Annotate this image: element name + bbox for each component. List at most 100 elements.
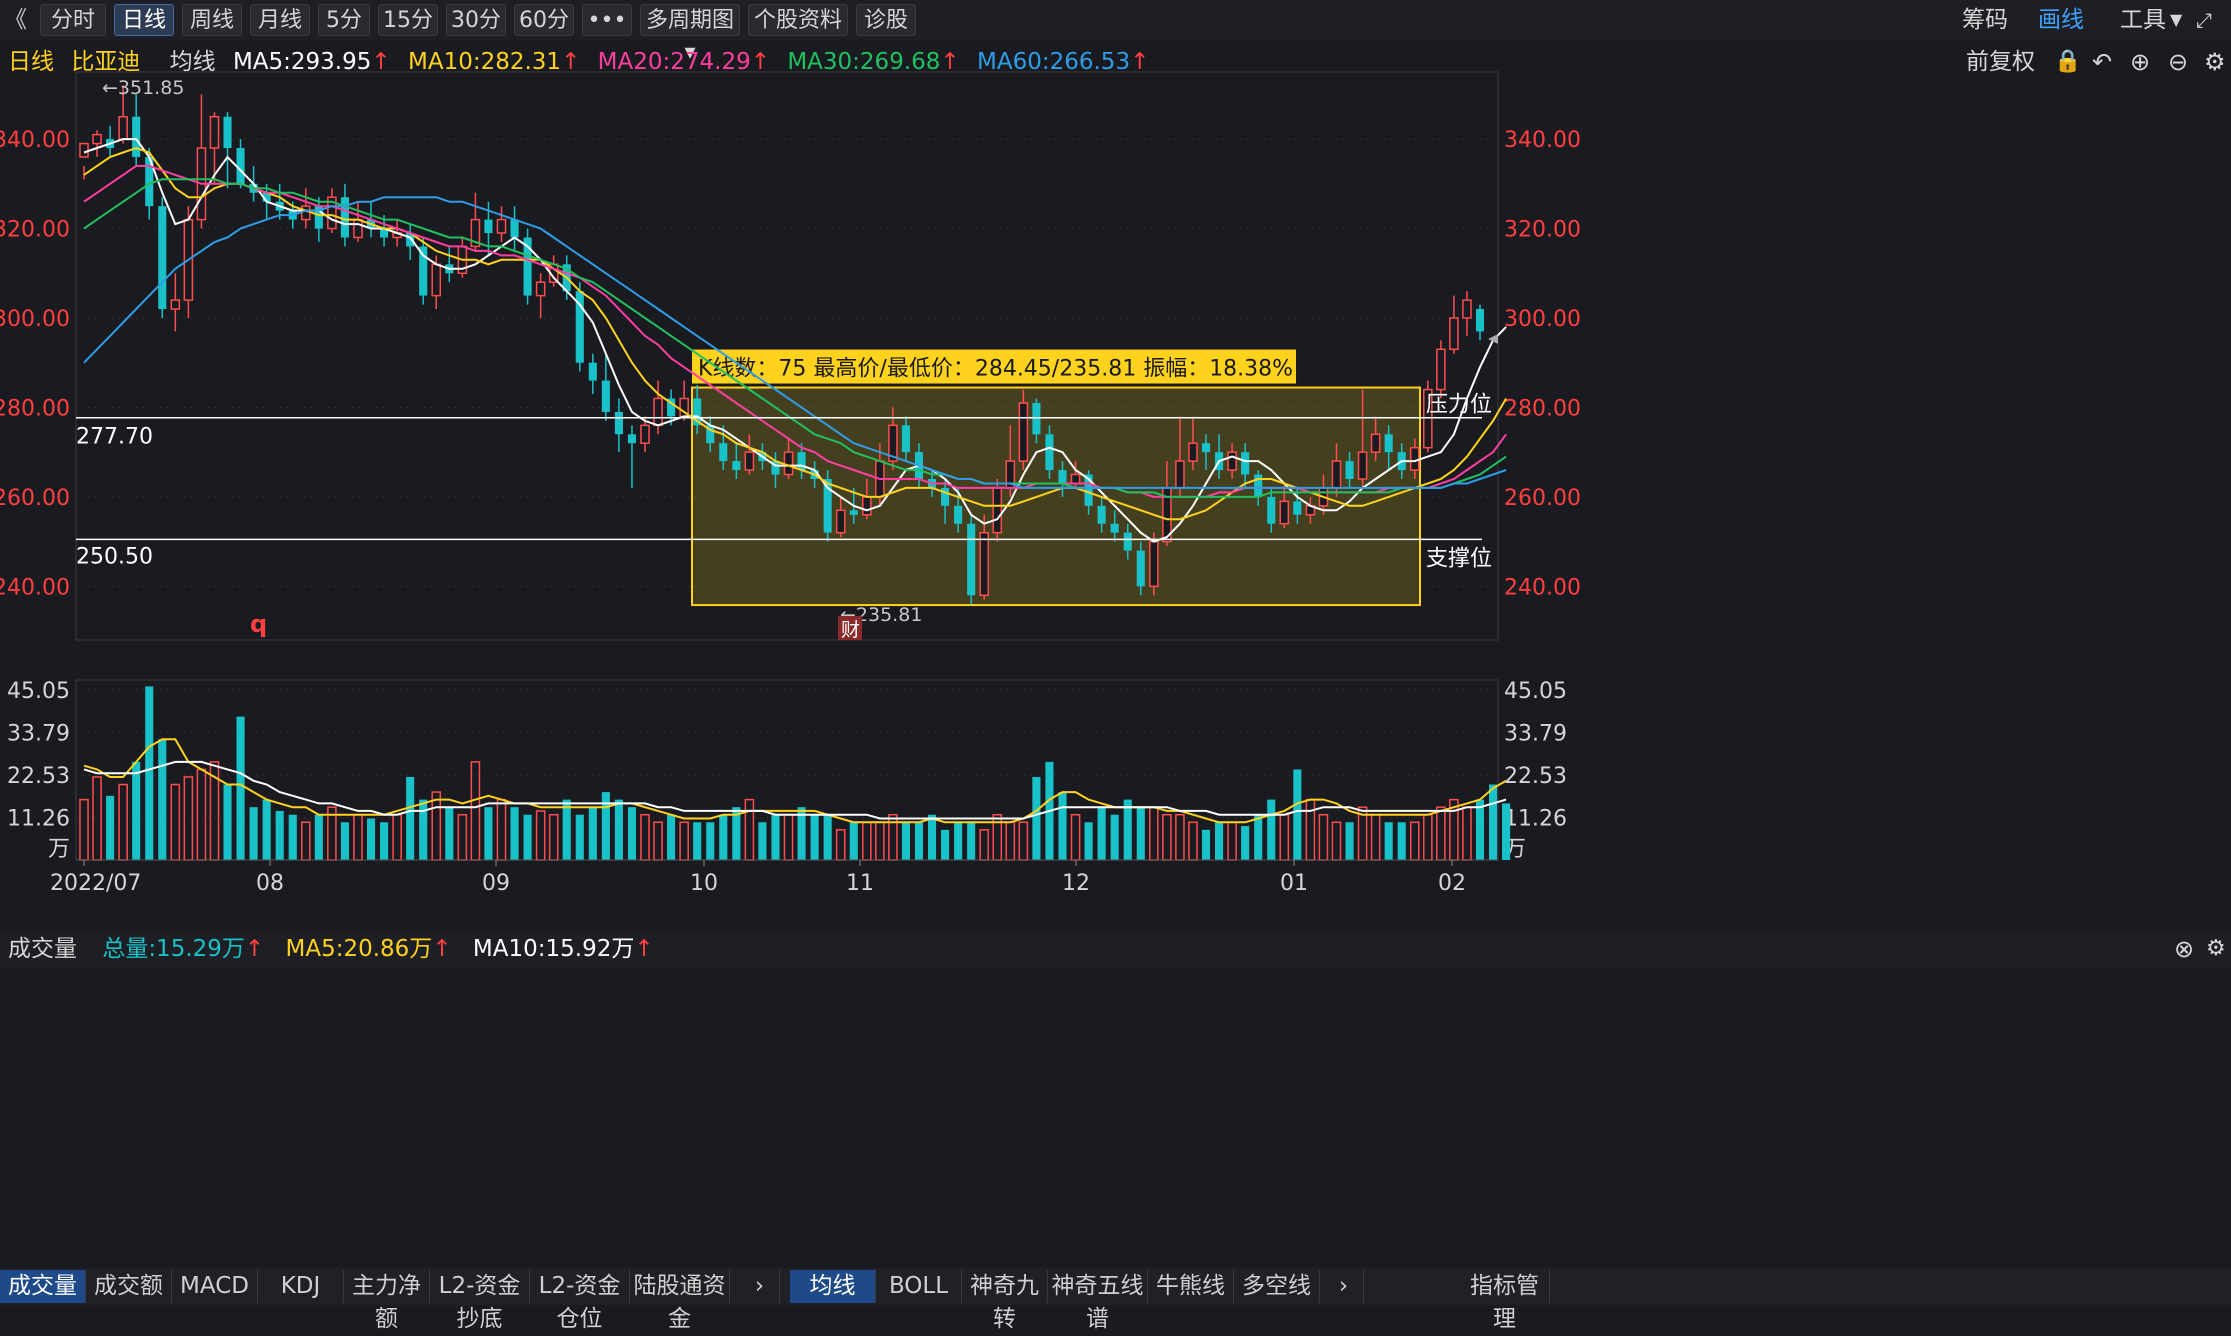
ma-label[interactable]: 均线 [169,49,216,75]
volume-bar-down [275,810,284,860]
candle-body-down [1475,309,1485,332]
volume-bars [79,686,1511,861]
volume-bar-up [1018,821,1029,861]
indicator-tab-9[interactable]: BOLL [876,1270,962,1303]
volume-bar-up [79,798,89,861]
close-indicator-icon[interactable]: ⊗ [2174,935,2195,963]
candle-body-down [236,148,245,184]
tab-1[interactable]: 日线 [114,4,174,36]
indicator-tab-11[interactable]: 神奇五线谱 [1048,1270,1148,1332]
volume-bar-up [353,813,363,861]
candle-body-down [158,206,167,310]
kline-chart[interactable]: 240.00 240.00 260.00 260.00 280.00 280.00 300.… [0,0,2231,1305]
indicator-tab-1[interactable]: 成交额 [86,1270,172,1303]
tools-dropdown-icon[interactable]: ▼ [2170,10,2183,29]
tab-9[interactable]: 多周期图 ▾ [640,4,740,65]
indicator-tab-5[interactable]: L2-资金抄底 [430,1270,530,1332]
candle-body-down [693,398,702,426]
price-tick-right: 320.00 [1504,218,1581,243]
volume-bar-down [693,822,702,860]
line-ma5 [83,138,1507,543]
tab-8[interactable]: ••• [582,4,632,36]
indicator-tab-14[interactable]: 指标管理 [1460,1270,1550,1332]
tab-2[interactable]: 周线 [182,4,242,36]
candle-body-up [92,133,102,145]
volume-bar-down [132,761,141,860]
tab-5[interactable]: 15分 [378,4,438,36]
candle-body-down [262,192,271,202]
price-tick-right: 340.00 [1504,128,1581,153]
volume-bar-down [941,829,950,860]
volume-bar-down [288,814,297,860]
back-icon[interactable]: 《 [4,7,27,33]
volume-bar-down [262,799,271,860]
volume-bar-up [1188,821,1198,861]
candle-body-down [967,523,976,596]
tab-3[interactable]: 月线 [250,4,310,36]
indicator-tab-2[interactable]: MACD [172,1270,258,1303]
volume-bar-down [158,739,167,860]
settings-icon[interactable]: ⚙ [2204,48,2226,76]
undo-icon[interactable]: ↶ [2092,48,2113,76]
price-tick-left: 280.00 [0,396,70,421]
indicator-tab-0[interactable]: 成交量 [0,1270,86,1303]
candle-body-down [380,228,389,238]
volume-bar-down [954,822,963,860]
candle-body-up [862,496,872,516]
chips-button[interactable]: 筹码 [1962,7,2008,33]
volume-bar-up [1227,821,1237,861]
indicator-tab-12[interactable]: 牛熊线 [1148,1270,1234,1303]
candle-body-down [1058,470,1067,484]
time-axis: 2022/07 08 09 10 11 12 01 02 [50,859,1498,896]
ma10-value: MA10:282.31 [407,49,562,75]
indicator-tab-13[interactable]: 多空线 [1234,1270,1320,1303]
tab-7[interactable]: 60分 [514,4,574,36]
zoom-in-icon[interactable]: ⊕ [2130,48,2151,76]
indicator-settings-icon[interactable]: ⚙ [2206,936,2226,961]
candle-body-down [1267,496,1276,524]
candle-body-down [1201,443,1211,453]
indicator-tab-6[interactable]: L2-资金仓位 [530,1270,630,1332]
volume-bar-up [1175,813,1185,861]
volume-bar-down [562,799,571,860]
candle-body-down [1045,434,1054,471]
candle-body-up [1149,540,1159,588]
candle-body-up [1331,460,1342,489]
price-tick-left: 300.00 [0,307,70,332]
time-label: 11 [846,871,874,896]
indicator-tab-7[interactable]: 陆股通资金 [630,1270,730,1332]
tab-10[interactable]: 个股资料 [748,4,848,36]
indicator-tab-8[interactable]: 均线 [790,1270,876,1303]
fullscreen-icon[interactable]: ⤢ [2196,8,2212,32]
indicator-tab-10[interactable]: 神奇九转 [962,1270,1048,1332]
tools-button[interactable]: 工具 [2120,7,2166,33]
candle-body-up [496,218,507,234]
indicator-tab-3[interactable]: KDJ [258,1270,344,1303]
tab-4[interactable]: 5分 [318,4,370,36]
price-tick-left: 340.00 [0,128,70,153]
zoom-out-icon[interactable]: ⊖ [2168,48,2189,76]
volume-bar-down [419,799,428,860]
indicator-tab-4[interactable]: 主力净额 [344,1270,430,1332]
tab-0[interactable]: 分时 [40,4,106,36]
adjust-mode[interactable]: 前复权 [1966,49,2035,75]
volume-bar-down [1201,829,1211,860]
candle-body-up [1423,388,1433,449]
time-label: 10 [690,871,718,896]
time-label: 01 [1280,871,1308,896]
volume-bar-down [314,814,323,860]
volume-bar-up [979,829,990,861]
lock-icon[interactable]: 🔒 [2054,49,2082,74]
tabs-scroll-right-icon-2[interactable]: › [1324,1270,1364,1303]
tab-11[interactable]: 诊股 [856,4,916,36]
volume-bar-down [380,822,389,860]
volume-bar-up [392,813,402,861]
volume-bar-up [496,798,507,861]
tab-6[interactable]: 30分 [446,4,506,36]
volume-bar-down [771,814,780,860]
draw-line-button[interactable]: 画线 [2038,7,2084,33]
candle-body-down [941,487,950,506]
volume-bar-up [457,813,468,861]
tabs-scroll-right-icon[interactable]: › [740,1270,780,1303]
